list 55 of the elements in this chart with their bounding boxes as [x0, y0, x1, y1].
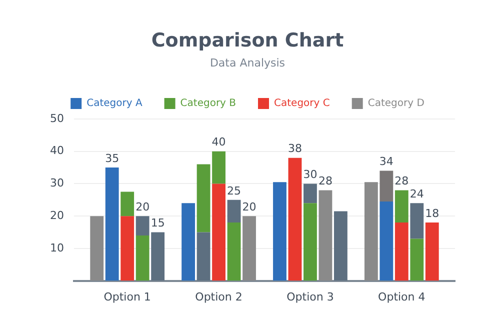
bar — [120, 216, 134, 281]
bar — [242, 216, 256, 281]
bar — [380, 202, 394, 281]
total-label: 18 — [425, 206, 440, 220]
bar — [212, 184, 226, 281]
bar — [288, 158, 302, 281]
bar — [380, 170, 394, 202]
bar — [105, 168, 119, 281]
legend-label: Category B — [180, 98, 236, 110]
legend-label: Category C — [274, 98, 330, 110]
total-label: 34 — [379, 155, 394, 168]
bar — [364, 182, 378, 281]
bar — [182, 203, 196, 281]
bar — [394, 222, 408, 281]
x-tick-label: Option 3 — [286, 290, 334, 304]
bar — [410, 203, 424, 239]
y-tick-label: 50 — [50, 112, 64, 125]
x-tick-label: Option 2 — [195, 290, 242, 304]
total-label: 30 — [303, 168, 318, 182]
bar — [196, 232, 210, 281]
bar — [273, 182, 286, 281]
total-label: 20 — [242, 200, 256, 214]
bar — [334, 211, 348, 281]
bar — [318, 190, 332, 281]
bar — [410, 238, 424, 281]
bar — [212, 151, 226, 184]
total-label: 25 — [227, 184, 242, 198]
y-tick-label: 10 — [50, 241, 64, 254]
bar — [227, 200, 241, 223]
total-label: 40 — [212, 136, 226, 149]
total-label: 24 — [410, 187, 424, 200]
x-tick-label: Option 4 — [378, 290, 426, 304]
total-label: 20 — [136, 200, 150, 214]
bar — [136, 235, 150, 281]
bar — [90, 216, 104, 281]
bar — [120, 192, 134, 216]
bar — [196, 164, 210, 232]
y-tick-label: 20 — [50, 208, 64, 222]
y-tick-label: 40 — [50, 144, 64, 158]
bar — [394, 190, 408, 223]
y-tick-label: 30 — [50, 176, 64, 190]
chart-title: Comparison Chart — [151, 29, 344, 52]
bar — [304, 203, 317, 281]
bar — [425, 222, 439, 281]
total-label: 35 — [105, 152, 120, 165]
legend-label: Category D — [368, 98, 425, 110]
bar — [304, 184, 317, 204]
bar — [227, 222, 241, 281]
total-label: 15 — [150, 216, 165, 230]
total-label: 38 — [288, 142, 302, 156]
total-label: 28 — [318, 174, 332, 188]
legend-label: Category A — [86, 98, 142, 110]
x-tick-label: Option 1 — [104, 290, 151, 304]
chart-subtitle: Data Analysis — [210, 56, 286, 70]
total-label: 28 — [394, 174, 409, 188]
